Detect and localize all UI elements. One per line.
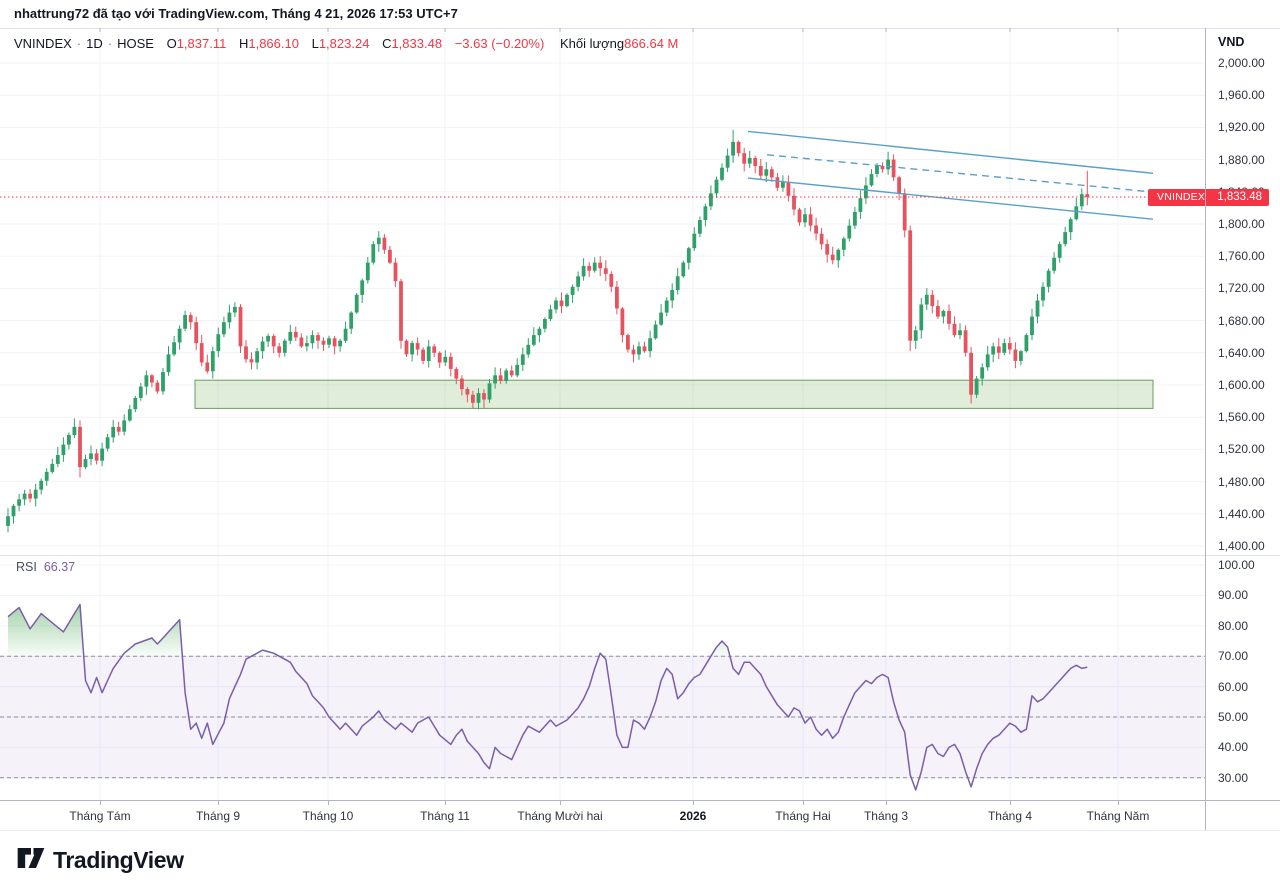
rsi-tick-label: 50.00 <box>1218 710 1249 724</box>
time-axis-label: Tháng 9 <box>195 809 241 823</box>
price-tick-label: 1,720.00 <box>1218 281 1265 296</box>
time-axis-tick <box>100 801 101 805</box>
price-tick-label: 1,800.00 <box>1218 217 1265 231</box>
time-axis-label: Tháng 11 <box>420 809 470 823</box>
time-axis-label: Tháng Hai <box>775 809 831 823</box>
legend-interval[interactable]: 1D <box>86 36 103 51</box>
rsi-legend: RSI 66.37 <box>16 560 75 574</box>
time-axis-label: Tháng 10 <box>302 809 354 823</box>
last-price-flag: VNINDEX 1,833.48 <box>1148 188 1269 206</box>
open-label: O <box>166 36 177 51</box>
rsi-tick-label: 40.00 <box>1218 740 1249 755</box>
currency-label: VND <box>1218 35 1245 49</box>
price-tick-label: 1,520.00 <box>1218 442 1265 457</box>
rsi-value: 66.37 <box>43 560 76 574</box>
high-value: 1,866.10 <box>248 36 299 51</box>
tradingview-logo[interactable]: TradingView <box>16 845 184 876</box>
volume-value: 866.64 M <box>624 36 679 51</box>
rsi-tick-label: 30.00 <box>1218 770 1249 785</box>
tradingview-logo-icon <box>16 845 46 876</box>
price-axis-border <box>1205 28 1206 830</box>
price-tick-label: 1,600.00 <box>1218 378 1265 392</box>
time-axis-tick <box>886 801 887 805</box>
time-axis-tick <box>1118 801 1119 805</box>
open-value: 1,837.11 <box>176 36 227 51</box>
price-tick-label: 2,000.00 <box>1218 56 1265 70</box>
time-axis-separator <box>0 800 1280 801</box>
rsi-tick-label: 60.00 <box>1218 679 1249 694</box>
time-axis-tick <box>560 801 561 805</box>
volume-label: Khối lượng <box>559 36 625 51</box>
low-value: 1,823.24 <box>318 36 370 51</box>
last-price-flag-value: 1,833.48 <box>1217 191 1262 204</box>
price-tick-label: 1,680.00 <box>1218 313 1265 328</box>
tradingview-logo-text: TradingView <box>53 847 184 873</box>
time-axis-label: Tháng Năm <box>1086 809 1150 823</box>
attribution-text: nhattrung72 đã tạo với TradingView.com, … <box>14 6 458 21</box>
symbol-legend: VNINDEX · 1D · HOSE O1,837.11 H1,866.10 L1,8… <box>14 36 678 51</box>
pane-top-border <box>0 28 1280 29</box>
close-value: 1,833.48 <box>391 36 443 51</box>
price-tick-label: 1,640.00 <box>1218 345 1265 360</box>
time-axis-label: Tháng Mười hai <box>517 809 603 823</box>
price-tick-label: 1,880.00 <box>1218 152 1265 167</box>
time-axis-label: Tháng 4 <box>987 809 1033 823</box>
main-chart-pane[interactable] <box>0 28 1205 555</box>
time-axis-tick <box>1010 801 1011 805</box>
pane-separator[interactable] <box>0 555 1280 556</box>
price-tick-label: 1,760.00 <box>1218 249 1265 264</box>
legend-exchange[interactable]: HOSE <box>117 36 154 51</box>
rsi-tick-label: 70.00 <box>1218 649 1249 664</box>
close-label: C <box>382 36 392 51</box>
time-axis-tick <box>693 801 694 805</box>
legend-symbol[interactable]: VNINDEX <box>14 36 72 51</box>
price-tick-label: 1,560.00 <box>1218 410 1265 425</box>
time-axis-tick <box>803 801 804 805</box>
low-label: L <box>311 36 319 51</box>
time-axis-tick <box>445 801 446 805</box>
price-tick-label: 1,440.00 <box>1218 506 1265 521</box>
time-axis-label: Tháng Tám <box>69 809 131 823</box>
time-axis-tick <box>218 801 219 805</box>
price-tick-label: 1,480.00 <box>1218 474 1265 489</box>
change-value: −3.63 (−0.20%) <box>454 36 545 51</box>
time-axis-label: 2026 <box>679 809 707 823</box>
bottom-border <box>0 830 1280 831</box>
rsi-chart-pane[interactable] <box>0 555 1205 800</box>
price-tick-label: 1,920.00 <box>1218 120 1265 135</box>
legend-separator: · <box>76 36 82 51</box>
rsi-tick-label: 80.00 <box>1218 618 1249 633</box>
legend-separator: · <box>107 36 113 51</box>
time-axis-label: Tháng 3 <box>863 809 909 823</box>
price-tick-label: 1,400.00 <box>1218 539 1265 553</box>
high-label: H <box>238 36 249 51</box>
time-axis-tick <box>328 801 329 805</box>
last-price-flag-symbol: VNINDEX <box>1157 191 1206 204</box>
rsi-tick-label: 90.00 <box>1218 588 1249 603</box>
price-tick-label: 1,960.00 <box>1218 88 1265 103</box>
rsi-label[interactable]: RSI <box>16 560 37 574</box>
rsi-tick-label: 100.00 <box>1218 558 1255 572</box>
